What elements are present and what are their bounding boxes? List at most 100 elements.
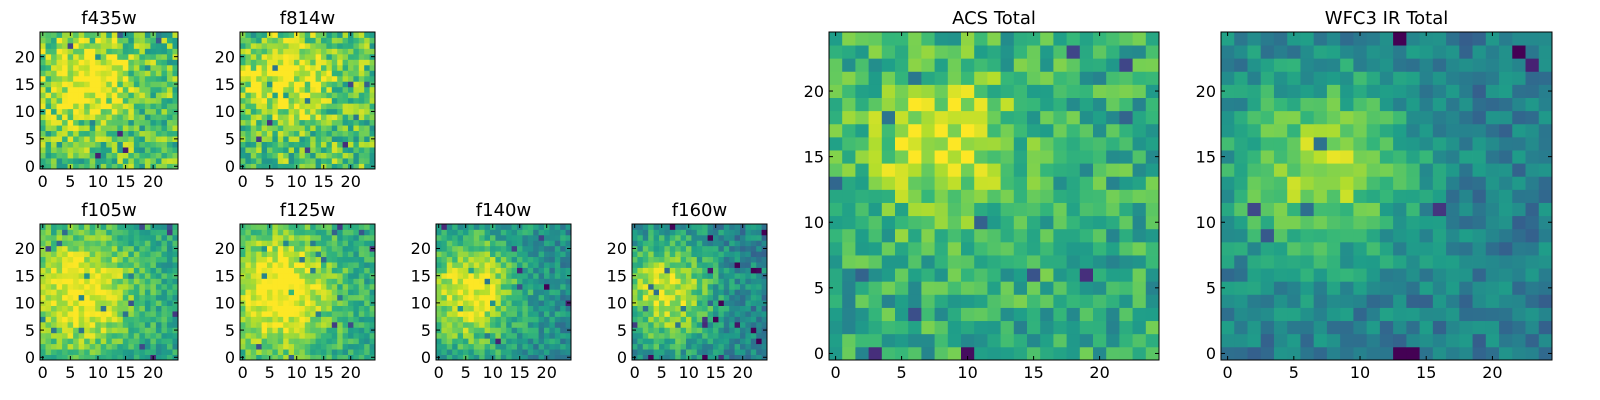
y-tick-label: 5 <box>617 321 627 340</box>
heatmap-cell <box>1221 333 1235 348</box>
heatmap-cell <box>172 332 179 339</box>
heatmap-cell <box>947 241 962 256</box>
heatmap-cell <box>310 321 316 328</box>
heatmap-cell <box>240 97 246 104</box>
heatmap-cell <box>45 141 52 148</box>
heatmap-cell <box>133 158 140 164</box>
heatmap-cell <box>533 234 539 241</box>
heatmap-cell <box>331 311 338 317</box>
heatmap-cell <box>729 354 735 361</box>
heatmap-cell <box>172 125 179 132</box>
heatmap-cell <box>283 158 289 164</box>
heatmap-cell <box>261 81 268 88</box>
heatmap-cell <box>128 130 135 137</box>
heatmap-cell <box>73 147 80 153</box>
heatmap-cell <box>245 103 252 110</box>
heatmap-cell <box>150 158 157 164</box>
heatmap-cell <box>947 281 962 295</box>
heatmap-cell <box>750 234 757 241</box>
heatmap-cell <box>342 141 349 148</box>
heatmap-cell <box>1260 163 1275 177</box>
heatmap-cell <box>45 136 52 142</box>
heatmap-cell <box>761 316 768 323</box>
heatmap-cell <box>1260 268 1275 282</box>
heatmap-cell <box>750 354 757 361</box>
heatmap-cell <box>718 278 725 285</box>
heatmap-cell <box>73 125 80 132</box>
panel-title: f435w <box>81 8 136 29</box>
heatmap-cell <box>62 321 68 328</box>
heatmap-cell <box>283 234 289 241</box>
heatmap-cell <box>172 75 179 82</box>
heatmap-cell <box>1525 281 1540 295</box>
heatmap-cell <box>133 81 140 88</box>
heatmap-cell <box>283 163 289 170</box>
heatmap-cell <box>680 251 687 258</box>
heatmap-cell <box>117 240 124 247</box>
heatmap-cell <box>261 343 268 350</box>
heatmap-cell <box>166 321 173 328</box>
heatmap-cell <box>632 256 638 263</box>
heatmap-cell <box>337 327 343 334</box>
heatmap-cell <box>353 327 360 334</box>
heatmap-cell <box>369 316 376 323</box>
heatmap-cell <box>326 37 333 44</box>
heatmap-cell <box>713 251 719 258</box>
heatmap-cell <box>565 332 572 339</box>
heatmap-cell <box>122 272 129 279</box>
heatmap-cell <box>40 321 46 328</box>
axes-frame <box>39 31 179 170</box>
heatmap-cell <box>653 300 660 306</box>
heatmap-cell <box>868 176 883 190</box>
heatmap-cell <box>95 305 102 312</box>
heatmap-cell <box>62 119 68 126</box>
y-tick-label: 10 <box>15 102 35 121</box>
heatmap-cell <box>100 119 107 126</box>
heatmap-cell <box>161 300 168 306</box>
heatmap-cell <box>288 354 295 361</box>
heatmap-cell <box>468 300 475 306</box>
heatmap-cell <box>479 224 485 230</box>
heatmap-cell <box>315 349 322 355</box>
heatmap-cell <box>1406 320 1420 335</box>
heatmap-cell <box>288 267 295 274</box>
heatmap-cell <box>1366 202 1381 217</box>
heatmap-cell <box>637 240 644 247</box>
heatmap-cell <box>111 86 118 93</box>
heatmap-cell <box>267 53 273 60</box>
heatmap-cell <box>73 240 80 247</box>
heatmap-cell <box>144 163 151 170</box>
heatmap-cell <box>89 70 96 77</box>
heatmap-cell <box>484 267 491 274</box>
heatmap-cell <box>1000 268 1015 282</box>
heatmap-cell <box>172 32 179 38</box>
heatmap-cell <box>842 136 856 151</box>
heatmap-cell <box>369 224 376 230</box>
heatmap-cell <box>740 294 746 301</box>
heatmap-cell <box>675 240 681 247</box>
heatmap-cell <box>342 59 349 66</box>
heatmap-cell <box>1234 320 1248 335</box>
heatmap-cell <box>283 130 289 137</box>
heatmap-cell <box>353 262 360 268</box>
heatmap-cell <box>364 316 370 323</box>
heatmap-cell <box>554 224 561 230</box>
heatmap-cell <box>484 272 491 279</box>
heatmap-cell <box>45 240 52 247</box>
heatmap-cell <box>294 136 300 142</box>
heatmap-cell <box>45 278 52 285</box>
heatmap-cell <box>1326 320 1341 335</box>
heatmap-cell <box>1300 176 1315 190</box>
heatmap-cell <box>245 343 252 350</box>
heatmap-cell <box>95 64 102 71</box>
y-tick-label: 15 <box>215 266 235 285</box>
heatmap-cell <box>245 251 252 258</box>
heatmap-cell <box>934 268 949 282</box>
heatmap-cell <box>62 141 68 148</box>
heatmap-cell <box>272 234 279 241</box>
heatmap-cell <box>78 158 85 164</box>
heatmap-cell <box>549 338 556 345</box>
heatmap-cell <box>441 321 448 328</box>
heatmap-cell <box>288 311 295 317</box>
